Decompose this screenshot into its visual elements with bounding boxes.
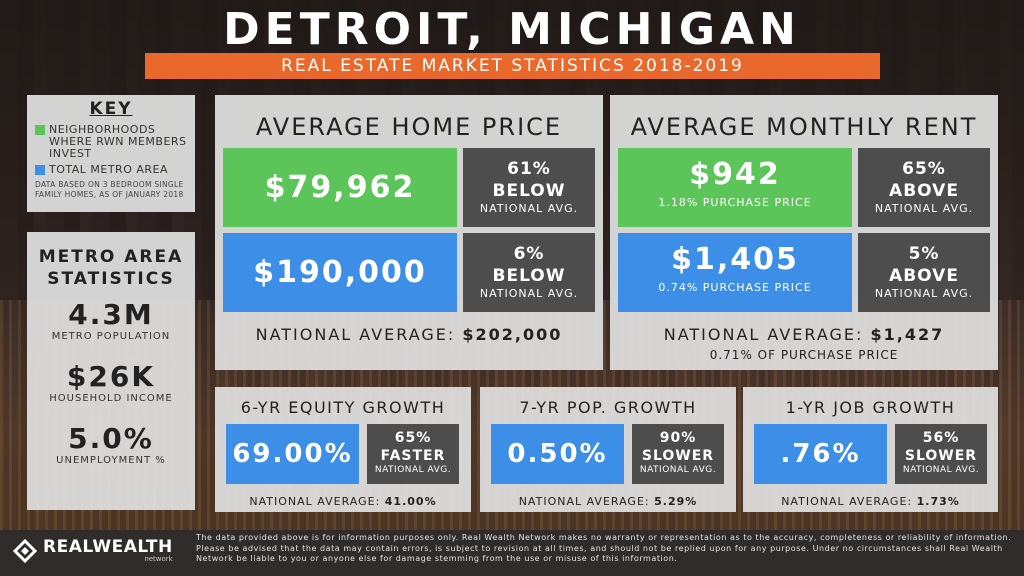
national-value: $1,427 [870, 325, 945, 344]
logo-sub: network [144, 555, 173, 563]
growth-national: NATIONAL AVERAGE: 5.29% [480, 495, 736, 508]
metro-title-line2: STATISTICS [47, 269, 175, 289]
growth-title: 7-YR POP. GROWTH [519, 398, 697, 417]
home-price-metro-value: $190,000 [253, 255, 427, 290]
subtitle-banner: REAL ESTATE MARKET STATISTICS 2018-2019 [145, 53, 880, 79]
growth-national: NATIONAL AVERAGE: 41.00% [215, 495, 471, 508]
national-value: 5.29% [654, 495, 698, 508]
rent-neighborhood-value: $942 [689, 157, 781, 192]
blue-swatch [35, 165, 45, 175]
key-item-label: NEIGHBORHOODS WHERE RWN MEMBERS INVEST [49, 123, 187, 160]
compare-nat: NATIONAL AVG. [874, 287, 974, 300]
realwealth-logo-icon [12, 538, 38, 564]
home-price-title: AVERAGE HOME PRICE [255, 113, 563, 141]
national-label: NATIONAL AVERAGE: [255, 325, 463, 344]
rent-neighborhood-compare: 65% ABOVE NATIONAL AVG. [858, 148, 990, 227]
compare-nat: NATIONAL AVG. [639, 465, 717, 475]
stat-value: $26K [66, 360, 156, 393]
rent-neighborhood-box: $942 1.18% PURCHASE PRICE [618, 148, 852, 227]
rent-national: NATIONAL AVERAGE: $1,427 [610, 325, 998, 344]
growth-value-box: .76% [754, 424, 887, 484]
growth-value-box: 69.00% [226, 424, 359, 484]
stat-label: METRO POPULATION [51, 331, 171, 342]
realwealth-logo[interactable]: REALWEALTH network [12, 538, 173, 564]
key-note: DATA BASED ON 3 BEDROOM SINGLE FAMILY HO… [35, 180, 184, 199]
home-price-neighborhood-value: $79,962 [264, 170, 416, 205]
stat-income: $26K HOUSEHOLD INCOME [27, 360, 195, 404]
metro-stats-panel: METRO AREA STATISTICS 4.3M METRO POPULAT… [27, 232, 195, 510]
home-price-metro-box: $190,000 [223, 233, 457, 312]
growth-value: 0.50% [507, 439, 608, 469]
rent-national-sub: 0.71% OF PURCHASE PRICE [709, 348, 899, 362]
growth-national: NATIONAL AVERAGE: 1.73% [743, 495, 998, 508]
compare-direction: BELOW [492, 181, 566, 201]
logo-name: REALWEALTH [43, 537, 173, 557]
compare-pct: 65% [394, 430, 432, 446]
national-label: NATIONAL AVERAGE: [249, 495, 385, 508]
home-price-neighborhood-compare: 61% BELOW NATIONAL AVG. [463, 148, 595, 227]
growth-title: 1-YR JOB GROWTH [785, 398, 956, 417]
stat-label: HOUSEHOLD INCOME [49, 393, 173, 404]
compare-nat: NATIONAL AVG. [479, 202, 579, 215]
compare-direction: SLOWER [641, 448, 715, 464]
disclaimer-text: The data provided above is for informati… [196, 533, 1012, 563]
page-title: DETROIT, MICHIGAN [223, 4, 801, 55]
footer-bar [0, 530, 1024, 576]
home-price-national: NATIONAL AVERAGE: $202,000 [215, 325, 603, 344]
national-value: $202,000 [462, 325, 563, 344]
key-panel: KEY NEIGHBORHOODS WHERE RWN MEMBERS INVE… [27, 95, 195, 212]
compare-pct: 5% [908, 244, 940, 264]
compare-pct: 56% [922, 430, 960, 446]
rent-metro-compare: 5% ABOVE NATIONAL AVG. [858, 233, 990, 312]
rent-metro-value: $1,405 [671, 242, 799, 277]
compare-pct: 65% [902, 159, 946, 179]
green-swatch [35, 125, 45, 135]
national-value: 1.73% [916, 495, 960, 508]
growth-compare: 90% SLOWER NATIONAL AVG. [632, 424, 724, 484]
growth-value: .76% [780, 439, 861, 469]
compare-direction: ABOVE [889, 266, 959, 286]
compare-nat: NATIONAL AVG. [874, 202, 974, 215]
rent-panel: AVERAGE MONTHLY RENT $942 1.18% PURCHASE… [610, 95, 998, 370]
growth-compare: 65% FASTER NATIONAL AVG. [367, 424, 459, 484]
rent-metro-sub: 0.74% PURCHASE PRICE [658, 281, 812, 294]
national-label: NATIONAL AVERAGE: [518, 495, 655, 508]
compare-direction: SLOWER [904, 448, 978, 464]
rent-metro-box: $1,405 0.74% PURCHASE PRICE [618, 233, 852, 312]
home-price-metro-compare: 6% BELOW NATIONAL AVG. [463, 233, 595, 312]
national-value: 41.00% [384, 495, 437, 508]
key-heading: KEY [89, 99, 133, 119]
rent-neighborhood-sub: 1.18% PURCHASE PRICE [658, 196, 812, 209]
metro-title-line1: METRO AREA [38, 247, 184, 267]
growth-compare: 56% SLOWER NATIONAL AVG. [895, 424, 987, 484]
compare-nat: NATIONAL AVG. [374, 465, 452, 475]
compare-pct: 90% [659, 430, 697, 446]
growth-title: 6-YR EQUITY GROWTH [240, 398, 446, 417]
rent-title: AVERAGE MONTHLY RENT [630, 113, 978, 141]
compare-direction: BELOW [492, 266, 566, 286]
job-growth-panel: 1-YR JOB GROWTH .76% 56% SLOWER NATIONAL… [743, 387, 998, 512]
compare-nat: NATIONAL AVG. [902, 465, 980, 475]
key-item-label: TOTAL METRO AREA [49, 163, 168, 176]
equity-growth-panel: 6-YR EQUITY GROWTH 69.00% 65% FASTER NAT… [215, 387, 471, 512]
national-label: NATIONAL AVERAGE: [781, 495, 917, 508]
key-item-metro: TOTAL METRO AREA [35, 164, 187, 176]
compare-pct: 61% [507, 159, 551, 179]
home-price-neighborhood-box: $79,962 [223, 148, 457, 227]
pop-growth-panel: 7-YR POP. GROWTH 0.50% 90% SLOWER NATION… [480, 387, 736, 512]
growth-value: 69.00% [232, 439, 353, 469]
compare-direction: ABOVE [889, 181, 959, 201]
compare-nat: NATIONAL AVG. [479, 287, 579, 300]
stat-value: 5.0% [68, 422, 154, 455]
compare-pct: 6% [513, 244, 545, 264]
national-label: NATIONAL AVERAGE: [663, 325, 871, 344]
compare-direction: FASTER [380, 448, 446, 464]
growth-value-box: 0.50% [491, 424, 624, 484]
stat-population: 4.3M METRO POPULATION [27, 298, 195, 342]
stat-label: UNEMPLOYMENT % [56, 455, 166, 466]
stat-unemployment: 5.0% UNEMPLOYMENT % [27, 422, 195, 466]
stat-value: 4.3M [68, 298, 154, 331]
key-item-neighborhoods: NEIGHBORHOODS WHERE RWN MEMBERS INVEST [35, 124, 187, 160]
home-price-panel: AVERAGE HOME PRICE $79,962 61% BELOW NAT… [215, 95, 603, 370]
